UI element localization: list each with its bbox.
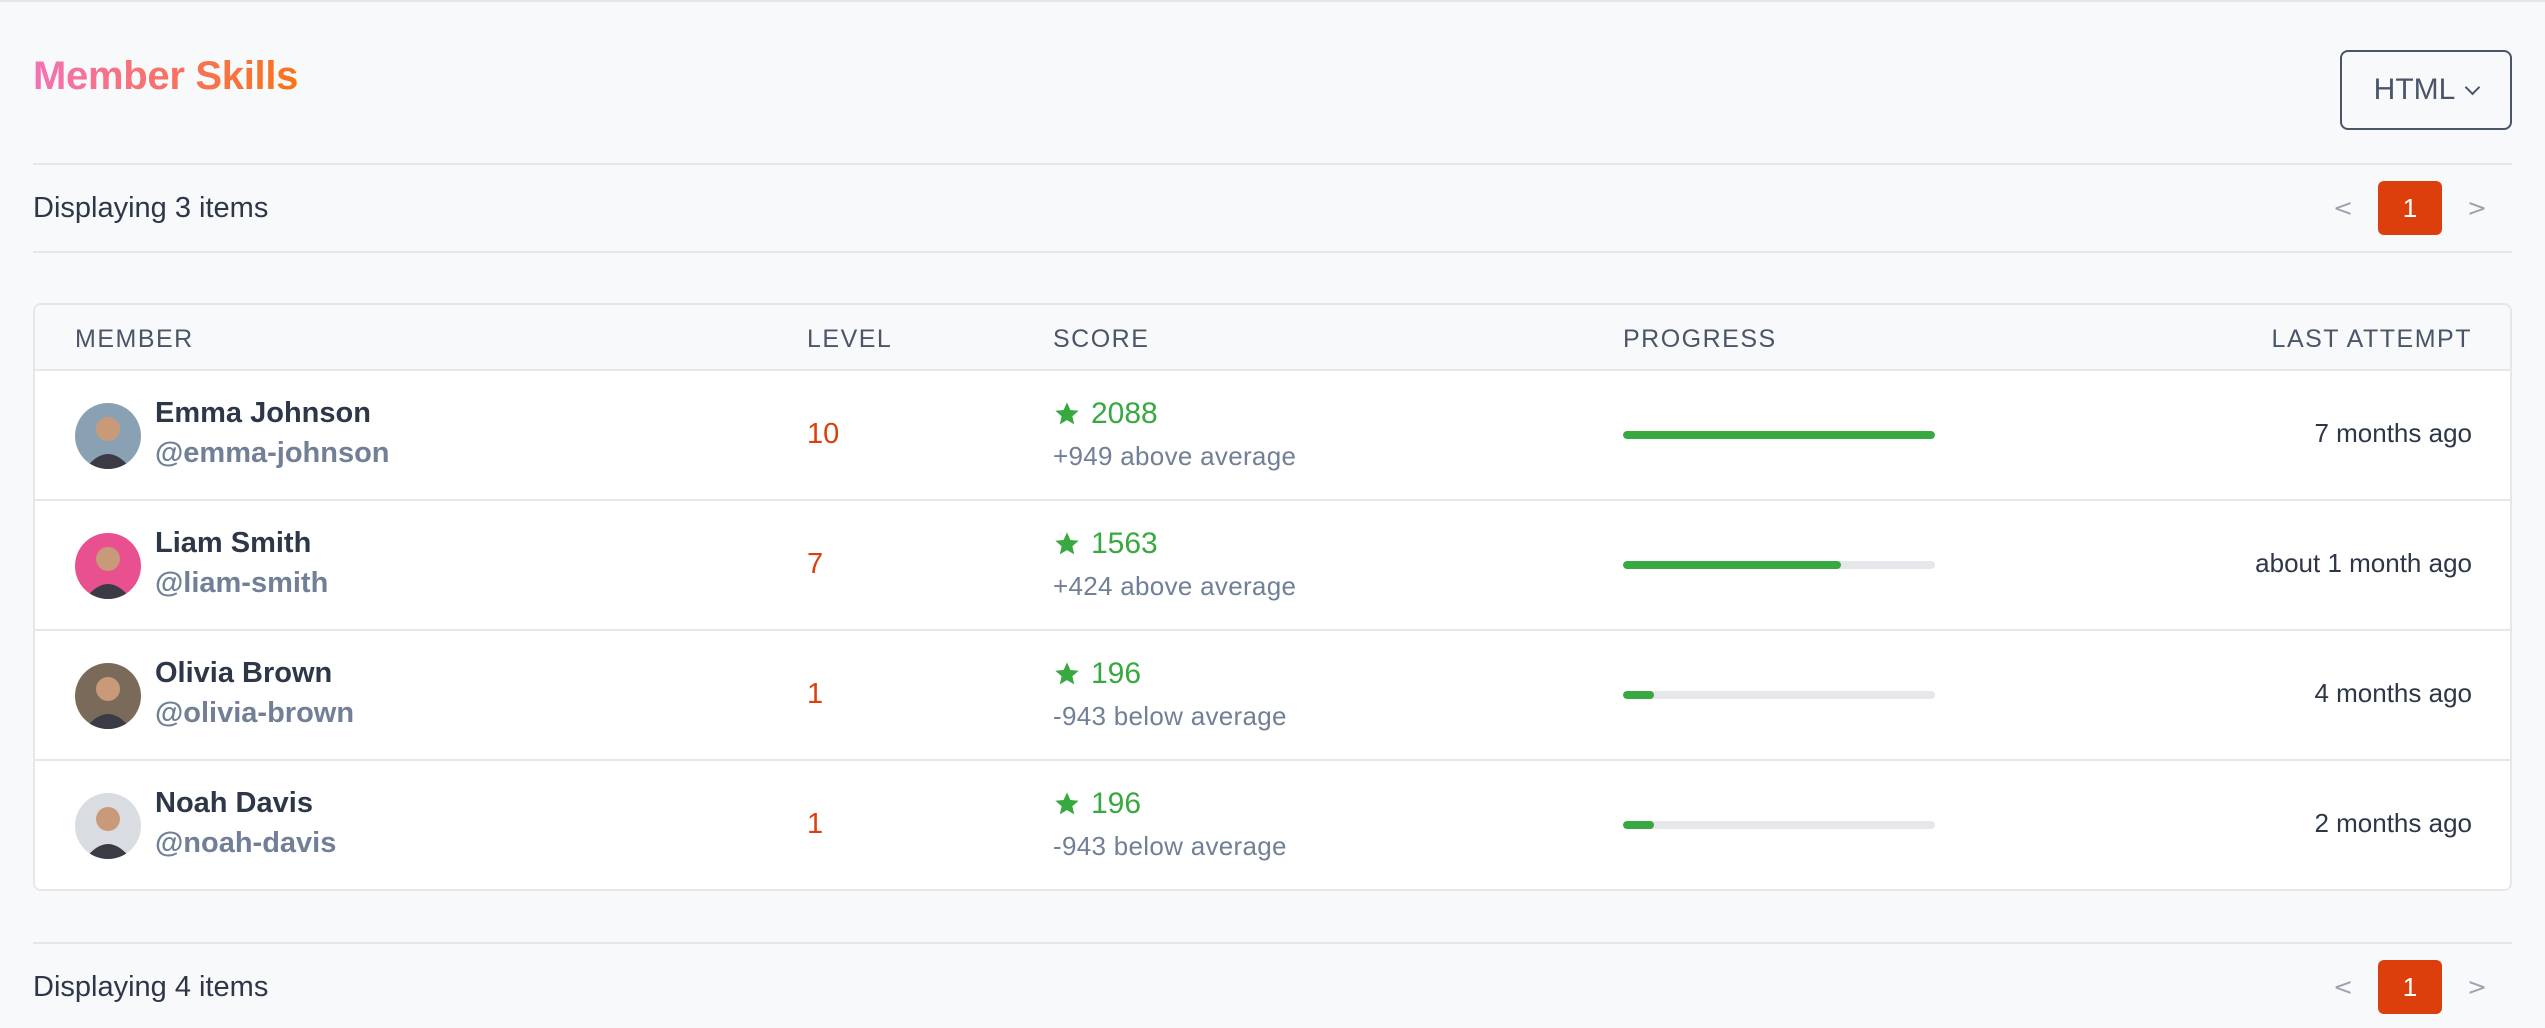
score-delta: -943 below average [1053,831,1287,861]
page-title: Member Skills [33,54,299,98]
column-header-level[interactable]: LEVEL [807,325,893,353]
avatar [75,403,141,469]
column-header-member[interactable]: MEMBER [75,325,194,353]
progress-fill [1623,821,1655,829]
member-handle[interactable]: @olivia-brown [155,697,355,729]
progress-bar [1623,821,1935,829]
member-score: 2088 [1053,397,1158,431]
score-value: 196 [1091,787,1142,820]
member-level: 1 [807,678,824,710]
score-value: 2088 [1091,397,1158,430]
table-row[interactable]: Noah Davis @noah-davis 1 196 -943 below aver… [35,761,2510,889]
chevron-down-icon [2465,79,2481,95]
column-header-last-attempt[interactable]: LAST ATTEMPT [2271,325,2472,353]
star-icon [1055,662,1079,685]
prev-page-button[interactable]: < [2332,194,2354,222]
progress-fill [1623,691,1655,699]
page-header: Member Skills HTML [33,2,2512,165]
star-icon [1055,532,1079,555]
score-value: 1563 [1091,527,1158,560]
last-attempt: 4 months ago [2314,678,2472,708]
pagination: < 1 > [2308,181,2512,235]
score-delta: +424 above average [1053,571,1297,601]
page-button-1[interactable]: 1 [2378,960,2442,1014]
star-icon [1055,402,1079,425]
member-skills-table: MEMBER LEVEL SCORE PROGRESS LAST ATTEMPT… [33,303,2512,891]
page-button-1[interactable]: 1 [2378,181,2442,235]
last-attempt: about 1 month ago [2255,548,2472,578]
items-count-text: Displaying 4 items [33,970,269,1003]
member-handle[interactable]: @emma-johnson [155,437,390,469]
member-name[interactable]: Liam Smith [155,527,312,559]
table-row[interactable]: Liam Smith @liam-smith 7 1563 +424 above ave… [35,501,2510,631]
score-delta: -943 below average [1053,701,1287,731]
avatar [75,663,141,729]
member-level: 10 [807,418,840,450]
pagination: < 1 > [2308,960,2512,1014]
bottom-pagination-bar: Displaying 4 items < 1 > [33,942,2512,1028]
member-score: 1563 [1053,527,1158,561]
table-row[interactable]: Olivia Brown @olivia-brown 1 196 -943 below … [35,631,2510,761]
member-name[interactable]: Olivia Brown [155,657,333,689]
score-value: 196 [1091,657,1142,690]
prev-page-button[interactable]: < [2332,973,2354,1001]
next-page-button[interactable]: > [2466,194,2488,222]
items-count-text: Displaying 3 items [33,191,269,224]
member-level: 7 [807,548,824,580]
member-handle[interactable]: @liam-smith [155,567,329,599]
column-header-score[interactable]: SCORE [1053,325,1150,353]
progress-fill [1623,431,1935,439]
progress-fill [1623,561,1842,569]
star-icon [1055,792,1079,815]
member-handle[interactable]: @noah-davis [155,827,337,859]
last-attempt: 2 months ago [2314,808,2472,838]
progress-bar [1623,431,1935,439]
format-dropdown-button[interactable]: HTML [2340,50,2512,130]
column-header-progress[interactable]: PROGRESS [1623,325,1777,353]
member-score: 196 [1053,657,1141,691]
score-delta: +949 above average [1053,441,1297,471]
member-level: 1 [807,808,824,840]
last-attempt: 7 months ago [2314,418,2472,448]
progress-bar [1623,691,1935,699]
avatar [75,533,141,599]
next-page-button[interactable]: > [2466,973,2488,1001]
progress-bar [1623,561,1935,569]
member-name[interactable]: Noah Davis [155,787,313,819]
top-pagination-bar: Displaying 3 items < 1 > [33,165,2512,253]
member-name[interactable]: Emma Johnson [155,397,371,429]
member-score: 196 [1053,787,1141,821]
avatar [75,793,141,859]
table-header: MEMBER LEVEL SCORE PROGRESS LAST ATTEMPT [35,305,2510,371]
format-button-label: HTML [2373,73,2456,106]
table-row[interactable]: Emma Johnson @emma-johnson 10 2088 +949 abov… [35,371,2510,501]
